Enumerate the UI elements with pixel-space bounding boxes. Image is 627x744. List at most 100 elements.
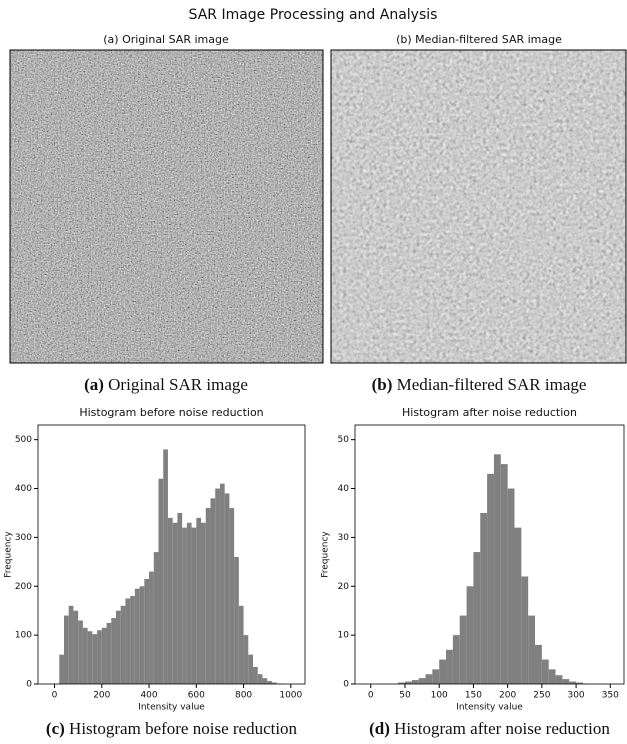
bar — [243, 635, 249, 684]
y-tick-label: 200 — [15, 582, 32, 592]
bar — [541, 659, 549, 684]
chart-title: Histogram after noise reduction — [402, 406, 577, 419]
bar — [92, 634, 98, 684]
y-axis-label: Frequency — [321, 531, 331, 578]
caption-label: (b) — [372, 375, 393, 394]
x-tick-label: 800 — [235, 691, 252, 701]
bar — [480, 512, 488, 684]
bar — [569, 681, 577, 684]
x-tick-label: 0 — [52, 691, 58, 701]
axes-frame — [354, 424, 625, 685]
y-tick-label: 0 — [343, 680, 349, 690]
bar — [466, 586, 474, 684]
x-axis-label: Intensity value — [138, 703, 205, 713]
bar — [139, 586, 145, 684]
bar — [68, 605, 74, 684]
bar — [219, 483, 225, 684]
x-axis-label: Intensity value — [456, 703, 523, 713]
x-tick-label: 600 — [188, 691, 205, 701]
caption-text: Histogram after noise reduction — [394, 719, 610, 738]
chart-title: Histogram before noise reduction — [79, 406, 263, 419]
caption-label: (a) — [84, 375, 104, 394]
caption-text: Histogram before noise reduction — [69, 719, 298, 738]
x-tick-label: 250 — [533, 691, 550, 701]
bar — [493, 454, 501, 684]
x-tick-label: 300 — [567, 691, 584, 701]
axes-frame — [37, 424, 306, 685]
bar — [59, 654, 64, 684]
bar — [125, 598, 131, 684]
bar — [177, 512, 183, 684]
caption: (c) Histogram before noise reduction — [46, 719, 298, 738]
y-tick-label: 30 — [338, 533, 350, 543]
caption: (a) Original SAR image — [84, 375, 248, 394]
image-frame — [9, 49, 324, 364]
bar — [153, 552, 159, 684]
bar — [500, 464, 508, 684]
x-tick-label: 200 — [499, 691, 516, 701]
image-frame — [330, 49, 627, 364]
bar — [439, 659, 447, 684]
bar — [411, 680, 419, 684]
filtered-image — [331, 50, 626, 363]
bar — [111, 618, 116, 684]
caption-text: Median-filtered SAR image — [397, 375, 587, 394]
y-tick-label: 10 — [338, 631, 350, 641]
bar — [234, 556, 239, 684]
bar — [535, 644, 542, 684]
caption-label: (c) — [46, 719, 65, 738]
figure-title: SAR Image Processing and Analysis — [189, 7, 438, 23]
bar — [248, 654, 254, 684]
sar-image — [9, 49, 324, 364]
bar — [134, 588, 140, 684]
bar — [398, 682, 405, 684]
bar — [555, 675, 563, 684]
y-tick-label: 300 — [15, 533, 32, 543]
bar — [172, 522, 178, 684]
bar — [562, 679, 570, 684]
bar — [446, 649, 453, 684]
y-tick-label: 100 — [15, 631, 32, 641]
bar — [473, 552, 481, 684]
bar — [229, 508, 235, 684]
bar — [101, 627, 107, 684]
x-tick-label: 350 — [602, 691, 619, 701]
x-tick-label: 400 — [140, 691, 157, 701]
bar — [196, 517, 202, 684]
bar — [106, 622, 112, 684]
image-title: (a) Original SAR image — [103, 33, 229, 46]
bar — [163, 449, 168, 684]
bar — [186, 522, 192, 684]
x-tick-label: 150 — [465, 691, 482, 701]
bar — [73, 610, 79, 684]
bar — [182, 527, 187, 684]
bar — [78, 620, 83, 684]
image-title: (b) Median-filtered SAR image — [396, 33, 562, 46]
bar — [224, 493, 230, 684]
bar — [452, 635, 460, 684]
bar — [521, 576, 529, 684]
bar — [158, 478, 164, 684]
y-tick-label: 0 — [26, 680, 32, 690]
bar — [167, 517, 173, 684]
bar — [87, 631, 93, 684]
y-tick-label: 40 — [338, 484, 350, 494]
caption-label: (d) — [369, 719, 390, 738]
bar — [201, 522, 206, 684]
y-tick-label: 50 — [338, 435, 350, 445]
caption-text: Original SAR image — [108, 375, 248, 394]
x-tick-label: 100 — [431, 691, 448, 701]
bar — [253, 666, 258, 684]
bar — [271, 682, 277, 684]
bar — [487, 473, 494, 684]
bar — [257, 674, 263, 684]
x-tick-label: 1000 — [279, 691, 302, 701]
bar — [191, 527, 197, 684]
bar — [418, 678, 426, 684]
bar — [144, 578, 150, 684]
caption: (d) Histogram after noise reduction — [369, 719, 610, 738]
bar — [528, 615, 536, 684]
bar — [548, 669, 556, 684]
bar — [432, 669, 440, 684]
